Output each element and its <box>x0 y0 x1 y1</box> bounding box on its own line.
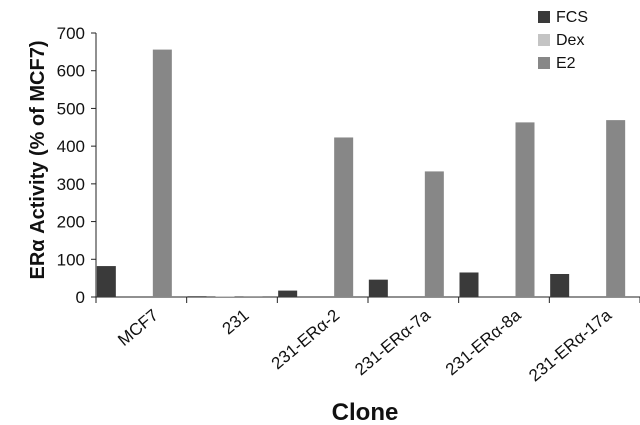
y-tick-label: 600 <box>57 62 85 81</box>
bar-e2-4 <box>515 122 535 297</box>
x-tick-label: 231-ERα-8a <box>442 305 525 379</box>
legend: FCS Dex E2 <box>538 9 588 72</box>
legend-swatch-dex <box>538 34 550 46</box>
legend-label-dex: Dex <box>556 32 584 49</box>
y-tick-label: 100 <box>57 250 85 269</box>
y-tick-label: 200 <box>57 213 85 232</box>
y-axis-label: ERα Activity (% of MCF7) <box>27 41 49 280</box>
y-tick-label: 0 <box>76 288 85 307</box>
bar-e2-0 <box>152 49 172 297</box>
bars <box>96 49 626 298</box>
y-tick-label: 500 <box>57 99 85 118</box>
bar-e2-2 <box>334 137 354 297</box>
legend-label-e2: E2 <box>556 55 576 72</box>
y-axis: 0 100 200 300 400 500 600 700 <box>57 24 97 307</box>
legend-swatch-fcs <box>538 11 550 23</box>
bar-e2-3 <box>424 171 444 297</box>
x-tick-label: 231-ERα-2 <box>268 306 343 374</box>
bar-e2-5 <box>606 120 626 298</box>
x-tick-label: 231-ERα-17a <box>525 305 615 385</box>
bar-fcs-0 <box>96 266 116 297</box>
bar-fcs-4 <box>459 272 479 297</box>
y-tick-label: 300 <box>57 175 85 194</box>
bar-fcs-5 <box>550 273 570 297</box>
x-axis-label: Clone <box>332 399 399 425</box>
bar-fcs-3 <box>368 279 388 297</box>
x-tick-label: 231-ERα-7a <box>351 305 434 379</box>
legend-label-fcs: FCS <box>556 9 588 26</box>
y-tick-label: 400 <box>57 137 85 156</box>
bar-fcs-1 <box>187 296 207 297</box>
x-axis: MCF7 231 231-ERα-2 231-ERα-7a 231-ERα-8a 231-… <box>95 296 640 385</box>
bar-fcs-2 <box>278 290 298 297</box>
x-tick-label: 231 <box>219 306 253 339</box>
legend-swatch-e2 <box>538 57 550 69</box>
bar-e2-1 <box>243 296 263 297</box>
x-tick-label: MCF7 <box>114 306 162 350</box>
y-tick-label: 700 <box>57 24 85 43</box>
